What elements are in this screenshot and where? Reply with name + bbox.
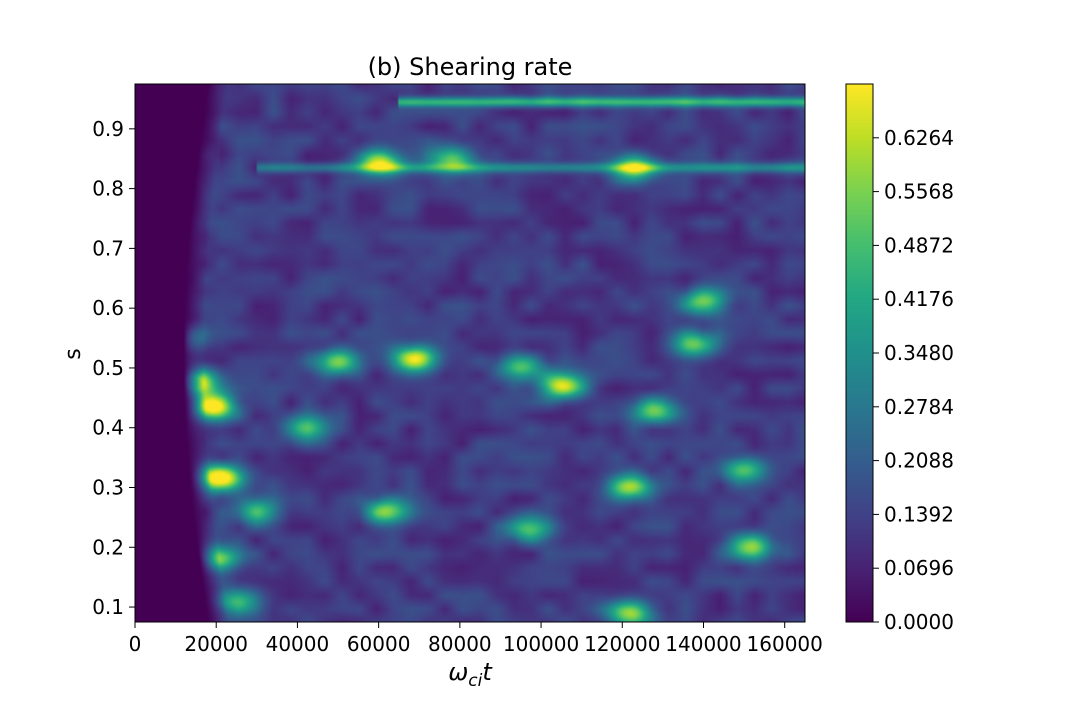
colorbar-tick-label: 0.3480: [884, 341, 954, 365]
x-tick-label: 40000: [266, 632, 330, 656]
y-tick-label: 0.7: [92, 236, 124, 260]
y-tick-label: 0.9: [92, 117, 124, 141]
x-tick-label: 60000: [347, 632, 411, 656]
y-tick-label: 0.5: [92, 356, 124, 380]
x-tick-label: 0: [129, 632, 142, 656]
x-tick-label: 100000: [503, 632, 579, 656]
colorbar-ticks: 0.0000 0.0696 0.1392 0.2088 0.2784 0.3480 0.41…: [873, 126, 954, 634]
y-axis: 0.1 0.2 0.3 0.4 0.5 0.6 0.7 0.8 0.9: [92, 117, 135, 619]
plot-frame: [134, 83, 806, 623]
colorbar-tick-label: 0.4872: [884, 233, 954, 257]
colorbar-tick-label: 0.0696: [884, 556, 954, 580]
colorbar-tick-label: 0.5568: [884, 180, 954, 204]
x-axis-label: ωcit: [448, 658, 493, 691]
chart-title: (b) Shearing rate: [368, 53, 573, 81]
x-axis-label-tail: t: [482, 658, 493, 686]
colorbar-tick-label: 0.2784: [884, 395, 954, 419]
colorbar-tick-label: 0.4176: [884, 287, 954, 311]
colorbar-gradient: [846, 84, 873, 622]
x-tick-label: 160000: [747, 632, 823, 656]
y-tick-label: 0.1: [92, 595, 124, 619]
y-tick-label: 0.6: [92, 296, 124, 320]
y-axis-label: s: [61, 348, 86, 359]
plot-area: [134, 83, 806, 623]
colorbar-tick-label: 0.1392: [884, 502, 954, 526]
x-axis: 0 20000 40000 60000 80000 100000 120000 140000 1…: [129, 622, 823, 656]
colorbar-tick-label: 0.2088: [884, 449, 954, 473]
heatmap-image: [135, 84, 805, 622]
colorbar: 0.0000 0.0696 0.1392 0.2088 0.2784 0.3480 0.41…: [845, 83, 954, 634]
y-tick-label: 0.4: [92, 416, 124, 440]
x-axis-label-subscript: ci: [468, 671, 482, 691]
y-tick-label: 0.3: [92, 476, 124, 500]
y-tick-label: 0.2: [92, 535, 124, 559]
x-axis-label-main: ω: [448, 658, 468, 686]
colorbar-tick-label: 0.6264: [884, 126, 954, 150]
x-tick-label: 20000: [184, 632, 248, 656]
y-tick-label: 0.8: [92, 177, 124, 201]
x-tick-label: 140000: [665, 632, 741, 656]
x-tick-label: 120000: [584, 632, 660, 656]
colorbar-tick-label: 0.0000: [884, 610, 954, 634]
x-tick-label: 80000: [428, 632, 492, 656]
